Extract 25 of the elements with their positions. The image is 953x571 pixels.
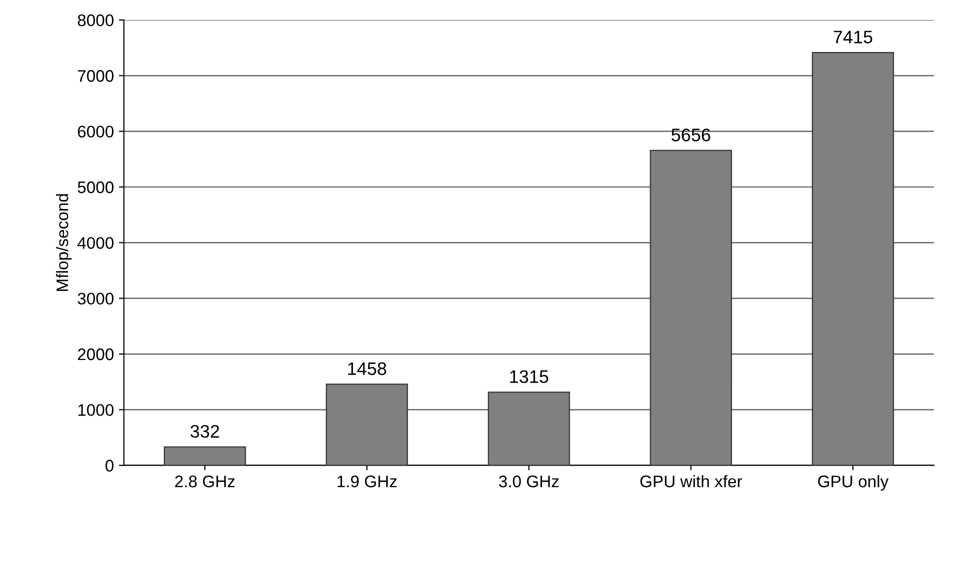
y-tick-label: 2000 (78, 348, 114, 360)
y-axis-title: Mflop/second (56, 194, 72, 291)
y-tick-label: 7000 (78, 70, 114, 82)
x-tick-label: GPU only (818, 475, 889, 491)
data-label: 7415 (834, 30, 872, 44)
y-tick-label: 8000 (78, 14, 114, 26)
data-label: 1315 (510, 370, 548, 384)
bar (164, 446, 246, 466)
data-label: 1458 (348, 362, 386, 376)
bar (650, 150, 732, 466)
y-tick-label: 0 (106, 460, 114, 472)
y-tick-label: 1000 (78, 404, 114, 416)
y-tick-label: 4000 (77, 237, 114, 249)
x-tick-label: 3.0 GHz (498, 476, 559, 488)
x-tick-label: 2.8 GHz (175, 476, 235, 488)
y-tick-label: 5000 (78, 181, 114, 194)
bar (812, 52, 894, 466)
y-tick-label: 6000 (78, 126, 114, 138)
bar (488, 392, 570, 466)
x-tick-label: GPU with xfer (640, 475, 742, 488)
data-label: 5656 (672, 128, 710, 142)
x-tick-label: 1.9 GHz (338, 476, 397, 488)
y-tick-label: 3000 (78, 292, 114, 305)
bar (326, 384, 408, 466)
data-label: 332 (190, 424, 220, 438)
